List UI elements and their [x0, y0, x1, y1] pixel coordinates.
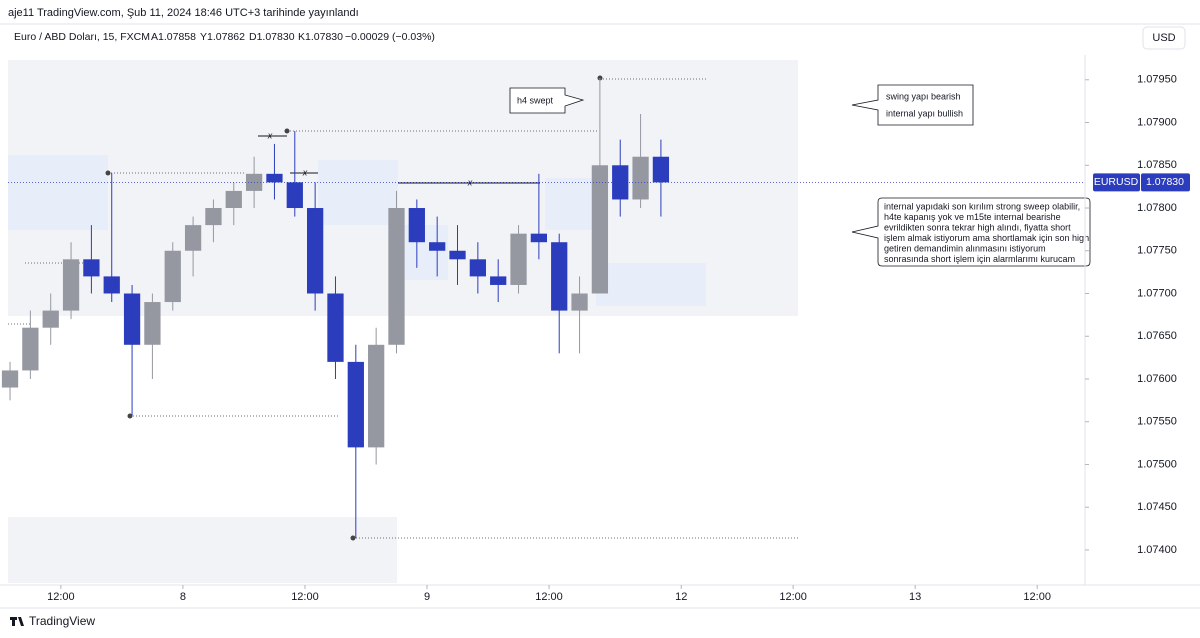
x-tick-label: 12 [675, 591, 687, 603]
legend-change: −0.00029 (−0.03%) [345, 31, 435, 43]
y-tick-label: 1.07650 [1137, 330, 1177, 342]
y-tick-label: 1.07800 [1137, 202, 1177, 214]
y-tick-label: 1.07600 [1137, 373, 1177, 385]
y-tick-label: 1.07700 [1137, 287, 1177, 299]
order-block [8, 155, 108, 230]
candle-body [530, 233, 548, 243]
x-tick-label: 8 [180, 591, 186, 603]
structure-marker: x [467, 177, 473, 187]
callout [509, 87, 585, 114]
x-tick-label: 12:00 [291, 591, 319, 603]
candle-body [469, 259, 486, 277]
structure-marker: x [302, 167, 308, 177]
candle-body [164, 250, 181, 303]
callout-text: işlem almak istiyorum ama shortlamak içi… [884, 233, 1089, 243]
callout [851, 84, 974, 126]
swing-point [127, 413, 133, 419]
candle-body [1, 370, 19, 388]
candle-body [83, 259, 100, 277]
y-tick-label: 1.07400 [1137, 544, 1177, 556]
swing-point [350, 535, 356, 541]
callout-text: evrildikten sonra tekrar high alındı, fi… [884, 222, 1071, 232]
callout-text: internal yapı bullish [886, 108, 963, 118]
x-tick-label: 9 [424, 591, 430, 603]
callout-text: sonrasında short işlem için alarmlarımı … [884, 254, 1075, 264]
callout-text: swing yapı bearish [886, 91, 961, 101]
logo [10, 617, 24, 626]
y-tick-label: 1.07750 [1137, 245, 1177, 257]
symbol-label: EURUSD [1094, 176, 1139, 188]
order-block [318, 160, 398, 225]
candle-body [591, 165, 609, 294]
candle-body [103, 276, 120, 294]
callout-text: h4 swept [517, 95, 554, 105]
currency-label[interactable]: USD [1152, 32, 1175, 44]
y-tick-label: 1.07850 [1137, 159, 1177, 171]
x-tick-label: 12:00 [1023, 591, 1051, 603]
candle-body [490, 276, 507, 285]
legend-high: Y1.07862 [200, 31, 245, 43]
candle-body [306, 208, 324, 294]
range-zone [8, 517, 397, 583]
candle-body [408, 208, 425, 243]
y-tick-label: 1.07550 [1137, 416, 1177, 428]
x-tick-label: 13 [909, 591, 921, 603]
x-tick-label: 12:00 [535, 591, 563, 603]
candle-body [429, 242, 446, 251]
callout-text: internal yapıdaki son kırılım strong swe… [884, 201, 1080, 211]
structure-marker: x [267, 130, 273, 140]
candle-body [449, 250, 466, 260]
candle-body [571, 293, 588, 311]
y-tick-label: 1.07450 [1137, 501, 1177, 513]
candle-body [551, 242, 568, 311]
y-tick-label: 1.07950 [1137, 74, 1177, 86]
order-block [596, 263, 706, 306]
candle-body [42, 310, 59, 328]
candle-body [62, 259, 80, 311]
price-tag [1141, 173, 1190, 192]
candle-body [22, 327, 39, 371]
x-tick-label: 12:00 [779, 591, 807, 603]
callout-text: h4te kapanış yok ve m15te internal beari… [884, 212, 1061, 222]
legend-close: K1.07830 [298, 31, 343, 43]
header: aje11 TradingView.com, Şub 11, 2024 18:4… [8, 7, 359, 19]
candle-body [144, 302, 161, 345]
candle-body [225, 190, 242, 209]
candle-body [286, 182, 303, 209]
y-tick-label: 1.07900 [1137, 116, 1177, 128]
swing-point [284, 128, 290, 134]
candle-body [368, 344, 385, 448]
candle-body [123, 293, 141, 345]
candle-body [205, 208, 222, 226]
footer: TradingView [29, 614, 95, 628]
y-tick-label: 1.07500 [1137, 458, 1177, 470]
x-tick-label: 12:00 [47, 591, 75, 603]
callout-text: getiren demandimin alınmasını istiyorum [884, 243, 1046, 253]
price-label: 1.07830 [1146, 176, 1184, 188]
callout [851, 197, 1091, 267]
currency-button[interactable] [1142, 26, 1186, 50]
legend-open: A1.07858 [151, 31, 196, 43]
candle-body [184, 225, 202, 251]
legend-instrument: Euro / ABD Doları, 15, FXCM [14, 31, 150, 43]
swing-point [597, 75, 603, 81]
candle-body [266, 173, 283, 183]
candle-body [510, 233, 527, 285]
candle-body [632, 156, 649, 200]
candle-body [347, 361, 364, 448]
swing-point [105, 170, 111, 176]
candle-body [388, 208, 405, 345]
candle-body [652, 156, 670, 183]
candle-body [327, 293, 344, 362]
legend-low: D1.07830 [249, 31, 295, 43]
order-block [545, 178, 596, 230]
symbol-tag [1093, 173, 1140, 192]
